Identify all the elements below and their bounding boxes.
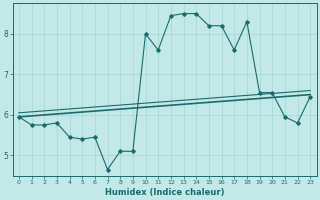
X-axis label: Humidex (Indice chaleur): Humidex (Indice chaleur) <box>105 188 224 197</box>
